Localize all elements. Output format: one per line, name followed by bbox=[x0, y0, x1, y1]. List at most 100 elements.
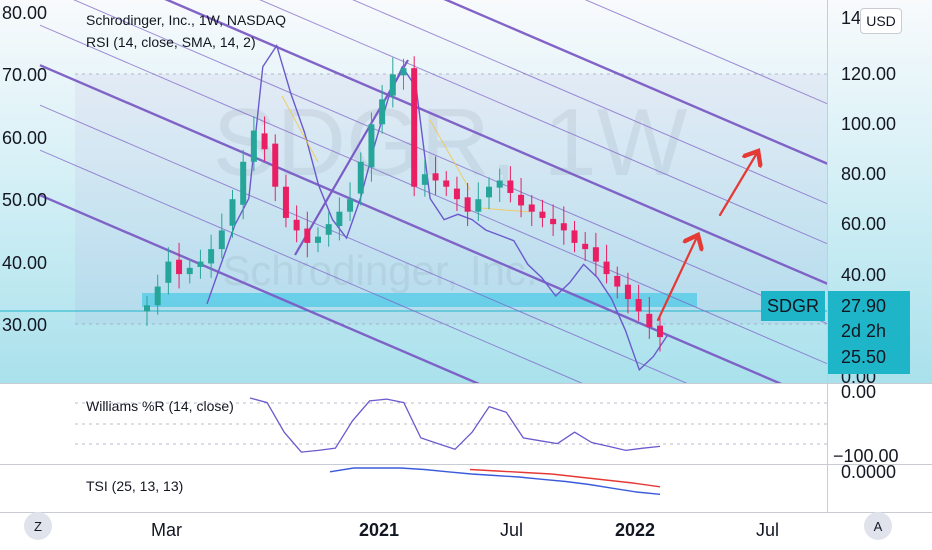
candle-body bbox=[646, 313, 653, 328]
candle-body bbox=[528, 204, 535, 212]
candle-body bbox=[400, 68, 407, 76]
candle-body bbox=[261, 133, 268, 150]
williams-indicator-label: Williams %R (14, close) bbox=[86, 398, 234, 414]
candle-body bbox=[336, 211, 343, 227]
channel-line bbox=[39, 194, 480, 383]
candle-body bbox=[176, 259, 183, 275]
candle-body bbox=[144, 305, 150, 312]
candle-body bbox=[208, 249, 215, 264]
right-axis-tick: 60.00 bbox=[841, 214, 886, 234]
left-axis-tick: 30.00 bbox=[2, 315, 47, 335]
chart-title: Schrodinger, Inc., 1W, NASDAQ bbox=[86, 12, 286, 28]
channel-line bbox=[352, 0, 827, 205]
right-axis-tick: 40.00 bbox=[841, 265, 886, 285]
left-axis-tick: 50.00 bbox=[2, 190, 47, 210]
time-axis-bg bbox=[0, 513, 932, 550]
channel-line bbox=[584, 0, 827, 105]
time-axis: Mar 2021 Jul 2022 Jul bbox=[151, 520, 779, 540]
watermark-company: Schrodinger, Inc. bbox=[222, 247, 537, 294]
channel-line bbox=[39, 149, 583, 383]
candle-body bbox=[272, 143, 279, 187]
candles bbox=[144, 56, 663, 352]
candle-body bbox=[389, 74, 396, 96]
candle-body bbox=[592, 247, 599, 262]
left-axis-tick: 40.00 bbox=[2, 253, 47, 273]
right-axis-tick: 100.00 bbox=[841, 114, 896, 134]
tsi-line bbox=[329, 467, 661, 495]
price-tag-box bbox=[828, 291, 910, 374]
right-axis-tick: 120.00 bbox=[841, 64, 896, 84]
candle-body bbox=[154, 286, 161, 306]
right-axis-tick: 80.00 bbox=[841, 164, 886, 184]
projection-arrows bbox=[656, 153, 757, 322]
auto-scale-button[interactable]: A bbox=[864, 512, 892, 540]
candle-body bbox=[635, 299, 642, 312]
rsi-indicator-label: RSI (14, close, SMA, 14, 2) bbox=[86, 34, 256, 50]
candle-body bbox=[475, 199, 482, 212]
channel-line bbox=[39, 24, 827, 365]
time-axis-label: Mar bbox=[151, 520, 182, 540]
candle-body bbox=[165, 261, 172, 283]
price-tag-price: 27.90 bbox=[841, 296, 886, 316]
candle-body bbox=[464, 197, 471, 212]
rsi-signal-line bbox=[281, 95, 531, 213]
williams-axis-tick: −100.00 bbox=[833, 446, 899, 466]
candle-body bbox=[550, 218, 557, 225]
candle-body bbox=[432, 173, 439, 181]
time-axis-label: Jul bbox=[500, 520, 523, 540]
channel-line bbox=[39, 104, 688, 383]
candle-body bbox=[218, 230, 225, 250]
trend-line bbox=[294, 59, 409, 256]
candle-body bbox=[347, 199, 354, 212]
candle-body bbox=[453, 188, 460, 200]
candle-body bbox=[496, 180, 503, 188]
candle-body bbox=[293, 219, 300, 231]
price-tag-level: 25.50 bbox=[841, 347, 886, 367]
pitchfork-channel bbox=[39, 0, 827, 383]
candle-body bbox=[197, 261, 204, 267]
watermark-ticker: SDGR, 1W bbox=[213, 89, 688, 196]
rsi-line bbox=[206, 43, 668, 372]
candle-body bbox=[240, 161, 247, 205]
left-axis-tick: 80.00 bbox=[2, 3, 47, 23]
candle-body bbox=[624, 284, 631, 300]
price-tag-symbol: SDGR bbox=[767, 296, 819, 316]
candle-body bbox=[486, 186, 492, 198]
candle-body bbox=[379, 99, 386, 125]
candle-body bbox=[614, 275, 621, 287]
channel-line bbox=[443, 0, 827, 165]
candle-body bbox=[657, 325, 663, 338]
candle-body bbox=[304, 228, 311, 243]
price-tag-countdown: 2d 2h bbox=[841, 321, 886, 341]
candle-body bbox=[421, 174, 428, 185]
candle-body bbox=[250, 130, 257, 162]
zoom-reset-button[interactable]: Z bbox=[24, 512, 52, 540]
channel-line bbox=[164, 0, 827, 285]
currency-button[interactable]: USD bbox=[860, 8, 902, 34]
candle-body bbox=[560, 223, 567, 231]
candle-body bbox=[571, 230, 578, 243]
candle-body bbox=[229, 199, 236, 226]
candle-body bbox=[357, 161, 364, 194]
williams-axis-tick: 0.00 bbox=[841, 382, 876, 402]
candle-body bbox=[539, 211, 546, 218]
left-price-axis: 80.00 70.00 60.00 50.00 40.00 30.00 bbox=[2, 3, 47, 335]
time-axis-label: Jul bbox=[756, 520, 779, 540]
tsi-signal-line bbox=[469, 468, 661, 488]
candle-body bbox=[282, 186, 289, 218]
time-axis-label: 2022 bbox=[615, 520, 655, 540]
candle-body bbox=[518, 194, 525, 206]
time-axis-label: 2021 bbox=[359, 520, 399, 540]
channel-line bbox=[73, 0, 827, 325]
williams-r-line bbox=[249, 397, 661, 453]
candle-body bbox=[582, 243, 589, 250]
channel-line bbox=[259, 0, 827, 245]
arrow-1 bbox=[656, 237, 697, 322]
candle-body bbox=[368, 124, 375, 168]
candle-body bbox=[186, 267, 193, 275]
channel-line bbox=[39, 64, 783, 383]
left-axis-tick: 60.00 bbox=[2, 128, 47, 148]
candle-body bbox=[325, 224, 332, 235]
